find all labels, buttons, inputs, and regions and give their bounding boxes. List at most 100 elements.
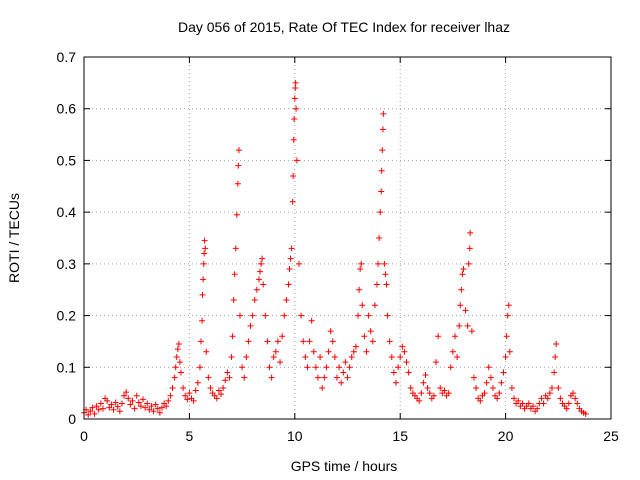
data-point (199, 317, 206, 324)
data-point (172, 364, 179, 371)
data-point (226, 374, 233, 381)
data-points (81, 79, 589, 418)
data-point (506, 348, 513, 355)
data-point (441, 387, 448, 394)
data-point (468, 328, 475, 335)
data-point (551, 369, 558, 376)
data-point (420, 379, 427, 386)
data-point (470, 374, 477, 381)
data-point (525, 400, 532, 407)
data-point (338, 379, 345, 386)
data-point (395, 364, 402, 371)
data-point (87, 408, 94, 415)
data-point (416, 397, 423, 404)
data-point (378, 188, 385, 195)
data-point (544, 395, 551, 402)
data-point (213, 395, 220, 402)
data-point (380, 110, 387, 117)
y-axis-ticks: 0 0.1 0.2 0.3 0.4 0.5 0.6 0.7 (57, 49, 611, 427)
data-point (382, 271, 389, 278)
data-point (511, 395, 518, 402)
data-point (458, 286, 465, 293)
data-point (260, 281, 267, 288)
data-point (483, 379, 490, 386)
data-point (131, 405, 138, 412)
data-point (156, 409, 163, 416)
data-point (515, 397, 522, 404)
data-point (259, 255, 266, 262)
data-point (505, 302, 512, 309)
data-point (229, 333, 236, 340)
data-point (352, 343, 359, 350)
data-point (177, 369, 184, 376)
data-point (466, 245, 473, 252)
data-point (245, 338, 252, 345)
data-point (174, 346, 181, 353)
data-point (207, 384, 214, 391)
data-point (292, 85, 299, 92)
data-point (403, 359, 410, 366)
data-point (375, 260, 382, 267)
grid-lines (84, 57, 611, 419)
plot-frame (83, 56, 612, 420)
data-point (235, 147, 242, 154)
data-point (502, 353, 509, 360)
data-point (291, 116, 298, 123)
x-tick-label: 5 (186, 428, 194, 444)
data-point (312, 364, 319, 371)
data-point (437, 384, 444, 391)
data-point (452, 333, 459, 340)
data-point (500, 369, 507, 376)
data-point (150, 408, 157, 415)
data-point (176, 359, 183, 366)
data-point (304, 364, 311, 371)
data-point (392, 379, 399, 386)
data-point (557, 395, 564, 402)
data-point (247, 322, 254, 329)
data-point (553, 341, 560, 348)
data-point (291, 95, 298, 102)
data-point (379, 147, 386, 154)
data-point (169, 384, 176, 391)
data-point (494, 395, 501, 402)
data-point (220, 384, 227, 391)
data-point (277, 359, 284, 366)
data-point (182, 392, 189, 399)
data-point (552, 353, 559, 360)
data-point (374, 281, 381, 288)
data-point (232, 245, 239, 252)
data-point (300, 338, 307, 345)
data-point (449, 348, 456, 355)
y-tick-label: 0.4 (57, 204, 77, 220)
data-point (97, 400, 104, 407)
data-point (106, 404, 113, 411)
data-point (386, 338, 393, 345)
data-point (112, 399, 119, 406)
data-point (222, 377, 229, 384)
data-point (464, 322, 471, 329)
data-point (350, 348, 357, 355)
data-point (272, 348, 279, 355)
data-point (365, 312, 372, 319)
data-point (496, 390, 503, 397)
data-point (148, 403, 155, 410)
data-point (253, 286, 260, 293)
data-point (459, 271, 466, 278)
x-tick-label: 10 (287, 428, 303, 444)
data-point (457, 302, 464, 309)
data-point (540, 400, 547, 407)
y-tick-label: 0.1 (57, 359, 77, 375)
data-point (572, 395, 579, 402)
data-point (173, 353, 180, 360)
data-point (293, 157, 300, 164)
data-point (327, 328, 334, 335)
data-point (548, 384, 555, 391)
data-point (241, 374, 248, 381)
data-point (485, 364, 492, 371)
data-point (234, 180, 241, 187)
data-point (401, 348, 408, 355)
x-tick-label: 20 (498, 428, 514, 444)
data-point (462, 307, 469, 314)
data-point (489, 384, 496, 391)
